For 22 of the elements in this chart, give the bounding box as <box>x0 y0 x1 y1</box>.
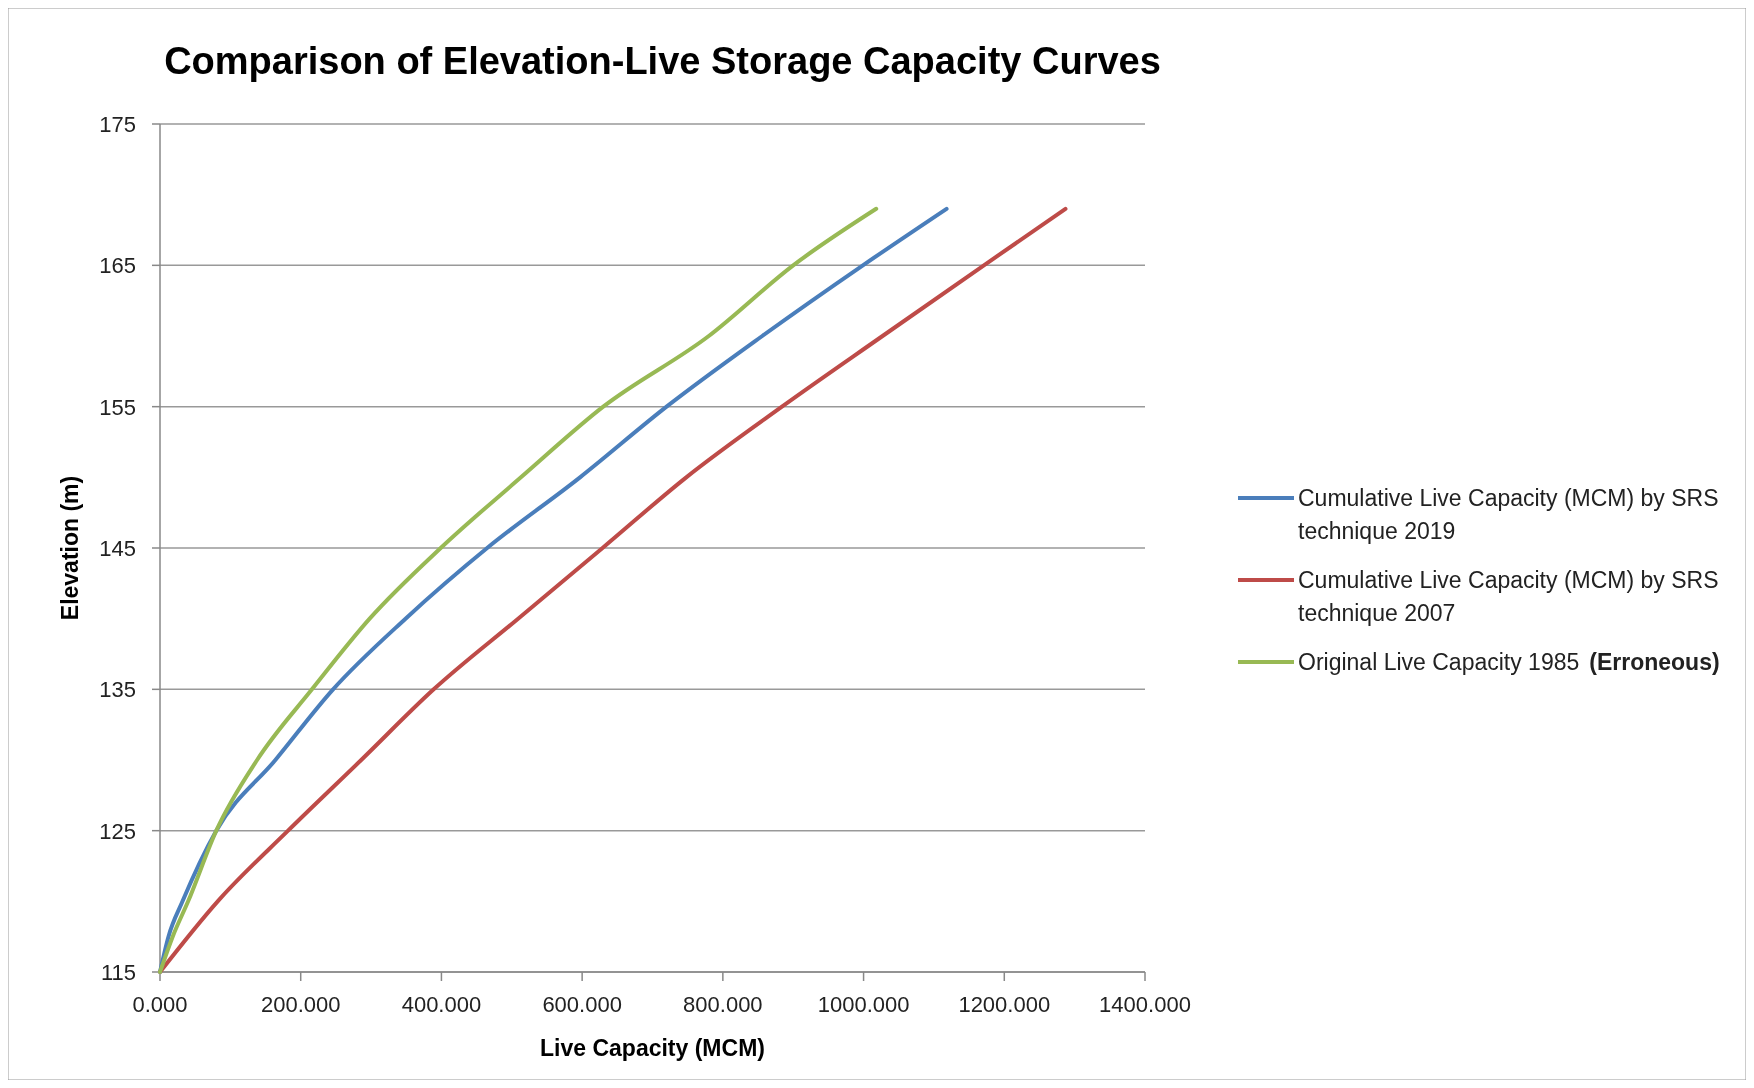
y-tick-label: 115 <box>100 960 136 985</box>
x-tick-label: 200.000 <box>260 992 341 1017</box>
x-axis-title: Live Capacity (MCM) <box>540 1035 765 1061</box>
legend-label: Cumulative Live Capacity (MCM) by SRS technique 2019 <box>1298 485 1719 544</box>
chart-title: Comparison of Elevation-Live Storage Capacity Curves <box>164 40 1161 82</box>
x-tick-label: 400.000 <box>401 992 482 1017</box>
y-tick-label: 165 <box>99 253 136 279</box>
x-tick-label: 800.000 <box>683 992 763 1017</box>
x-tick-label: 600.000 <box>542 992 622 1017</box>
legend-label: Cumulative Live Capacity (MCM) by SRS technique 2007 <box>1298 567 1719 626</box>
y-tick-label: 125 <box>99 818 136 844</box>
y-axis-title: Elevation (m) <box>57 475 83 621</box>
y-tick-label: 155 <box>99 394 136 420</box>
y-tick-label: 145 <box>99 536 136 561</box>
legend-label: Original Live Capacity 1985 <box>1298 649 1580 675</box>
y-tick-label: 175 <box>99 112 136 137</box>
x-tick-label: 1200.000 <box>958 992 1051 1017</box>
text: (Erroneous) <box>1589 649 1720 675</box>
x-tick-label: 0.000 <box>132 992 188 1017</box>
x-tick-label: 1400.000 <box>1099 992 1191 1017</box>
x-tick-label: 1000.000 <box>817 992 910 1017</box>
y-tick-label: 135 <box>99 677 136 703</box>
